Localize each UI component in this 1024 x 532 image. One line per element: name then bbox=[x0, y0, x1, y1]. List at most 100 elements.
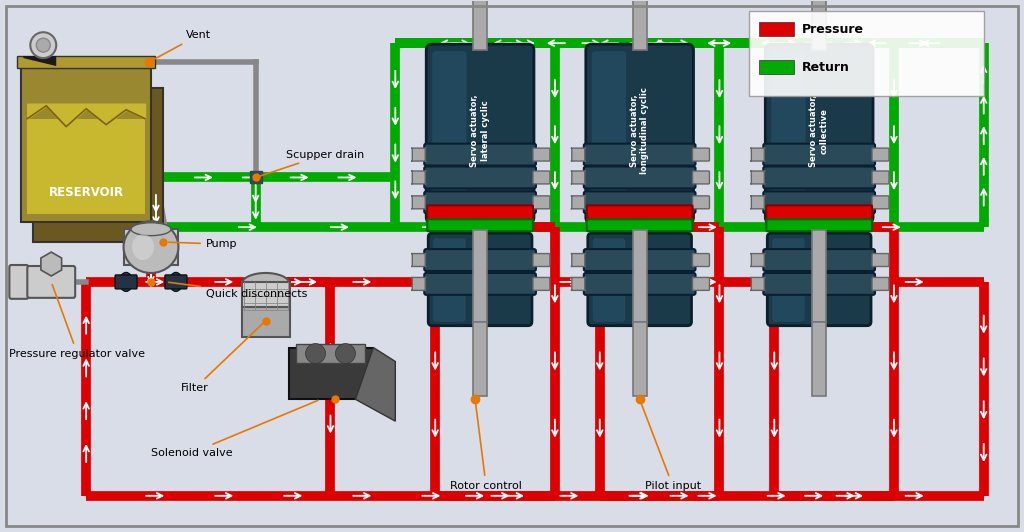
FancyBboxPatch shape bbox=[532, 148, 550, 161]
Bar bbox=[760, 22, 795, 36]
FancyBboxPatch shape bbox=[812, 0, 826, 50]
FancyBboxPatch shape bbox=[28, 266, 75, 298]
FancyBboxPatch shape bbox=[426, 44, 534, 223]
Text: Pump: Pump bbox=[169, 239, 238, 249]
FancyBboxPatch shape bbox=[28, 119, 145, 214]
Bar bbox=[760, 60, 795, 74]
FancyBboxPatch shape bbox=[412, 254, 426, 267]
FancyBboxPatch shape bbox=[872, 278, 889, 290]
FancyBboxPatch shape bbox=[586, 44, 693, 223]
FancyBboxPatch shape bbox=[17, 56, 155, 68]
FancyBboxPatch shape bbox=[763, 249, 876, 271]
Ellipse shape bbox=[242, 273, 290, 295]
FancyBboxPatch shape bbox=[424, 192, 536, 213]
Text: Pressure: Pressure bbox=[802, 23, 864, 36]
FancyBboxPatch shape bbox=[424, 144, 536, 165]
FancyBboxPatch shape bbox=[763, 167, 876, 188]
FancyBboxPatch shape bbox=[22, 68, 151, 222]
FancyBboxPatch shape bbox=[289, 347, 374, 400]
FancyBboxPatch shape bbox=[587, 205, 692, 221]
Polygon shape bbox=[41, 252, 61, 276]
FancyBboxPatch shape bbox=[584, 273, 695, 295]
FancyBboxPatch shape bbox=[124, 229, 178, 265]
FancyBboxPatch shape bbox=[9, 265, 29, 299]
FancyBboxPatch shape bbox=[473, 322, 487, 396]
Text: Servo actuator,
collective: Servo actuator, collective bbox=[809, 94, 828, 167]
Bar bbox=[154, 193, 161, 227]
FancyBboxPatch shape bbox=[872, 196, 889, 209]
FancyBboxPatch shape bbox=[763, 273, 876, 295]
Circle shape bbox=[31, 32, 56, 58]
FancyBboxPatch shape bbox=[427, 205, 532, 221]
Text: Scupper drain: Scupper drain bbox=[258, 149, 364, 177]
FancyBboxPatch shape bbox=[633, 0, 646, 50]
Text: Rotor control: Rotor control bbox=[451, 402, 522, 491]
FancyBboxPatch shape bbox=[412, 196, 426, 209]
Text: Solenoid valve: Solenoid valve bbox=[151, 401, 318, 458]
FancyBboxPatch shape bbox=[633, 322, 646, 396]
FancyBboxPatch shape bbox=[34, 88, 163, 242]
FancyBboxPatch shape bbox=[751, 278, 765, 290]
FancyBboxPatch shape bbox=[473, 0, 487, 50]
FancyBboxPatch shape bbox=[633, 230, 646, 322]
FancyBboxPatch shape bbox=[412, 278, 426, 290]
Ellipse shape bbox=[120, 272, 132, 292]
FancyBboxPatch shape bbox=[532, 171, 550, 184]
FancyBboxPatch shape bbox=[428, 233, 531, 326]
FancyBboxPatch shape bbox=[584, 249, 695, 271]
FancyBboxPatch shape bbox=[532, 254, 550, 267]
Text: Quick disconnects: Quick disconnects bbox=[169, 282, 307, 299]
FancyBboxPatch shape bbox=[412, 148, 426, 161]
FancyBboxPatch shape bbox=[872, 171, 889, 184]
Text: Servo actuator,
longitudinal cyclic: Servo actuator, longitudinal cyclic bbox=[630, 87, 649, 174]
FancyBboxPatch shape bbox=[692, 171, 710, 184]
Text: Pilot input: Pilot input bbox=[641, 402, 700, 491]
Circle shape bbox=[36, 38, 50, 52]
FancyBboxPatch shape bbox=[692, 148, 710, 161]
FancyBboxPatch shape bbox=[584, 167, 695, 188]
FancyBboxPatch shape bbox=[751, 254, 765, 267]
FancyBboxPatch shape bbox=[872, 254, 889, 267]
FancyBboxPatch shape bbox=[587, 219, 692, 231]
Text: Filter: Filter bbox=[181, 322, 263, 393]
Text: Return: Return bbox=[802, 61, 850, 73]
FancyBboxPatch shape bbox=[592, 51, 626, 217]
FancyBboxPatch shape bbox=[296, 344, 366, 363]
FancyBboxPatch shape bbox=[766, 219, 872, 231]
FancyBboxPatch shape bbox=[763, 144, 876, 165]
Circle shape bbox=[336, 344, 355, 363]
FancyBboxPatch shape bbox=[584, 144, 695, 165]
FancyBboxPatch shape bbox=[570, 278, 586, 290]
FancyBboxPatch shape bbox=[767, 233, 871, 326]
FancyBboxPatch shape bbox=[766, 205, 872, 221]
FancyBboxPatch shape bbox=[588, 233, 691, 326]
FancyBboxPatch shape bbox=[692, 196, 710, 209]
FancyBboxPatch shape bbox=[751, 148, 765, 161]
Ellipse shape bbox=[131, 223, 171, 236]
FancyBboxPatch shape bbox=[751, 196, 765, 209]
FancyBboxPatch shape bbox=[593, 238, 625, 322]
FancyBboxPatch shape bbox=[424, 167, 536, 188]
FancyBboxPatch shape bbox=[115, 275, 137, 289]
FancyBboxPatch shape bbox=[692, 254, 710, 267]
FancyBboxPatch shape bbox=[570, 254, 586, 267]
FancyBboxPatch shape bbox=[532, 196, 550, 209]
FancyBboxPatch shape bbox=[532, 278, 550, 290]
Text: RESERVOIR: RESERVOIR bbox=[48, 186, 124, 199]
FancyBboxPatch shape bbox=[242, 282, 290, 310]
FancyBboxPatch shape bbox=[812, 230, 826, 322]
FancyBboxPatch shape bbox=[765, 44, 873, 223]
FancyBboxPatch shape bbox=[692, 278, 710, 290]
FancyBboxPatch shape bbox=[165, 275, 187, 289]
FancyBboxPatch shape bbox=[584, 192, 695, 213]
FancyBboxPatch shape bbox=[473, 230, 487, 322]
Ellipse shape bbox=[169, 272, 182, 292]
Text: Pressure regulator valve: Pressure regulator valve bbox=[9, 285, 145, 359]
FancyBboxPatch shape bbox=[433, 238, 466, 322]
Text: Servo actuator,
lateral cyclic: Servo actuator, lateral cyclic bbox=[470, 94, 489, 167]
FancyBboxPatch shape bbox=[412, 171, 426, 184]
Text: Vent: Vent bbox=[152, 30, 211, 61]
Ellipse shape bbox=[132, 234, 154, 260]
FancyBboxPatch shape bbox=[763, 192, 876, 213]
Circle shape bbox=[305, 344, 326, 363]
